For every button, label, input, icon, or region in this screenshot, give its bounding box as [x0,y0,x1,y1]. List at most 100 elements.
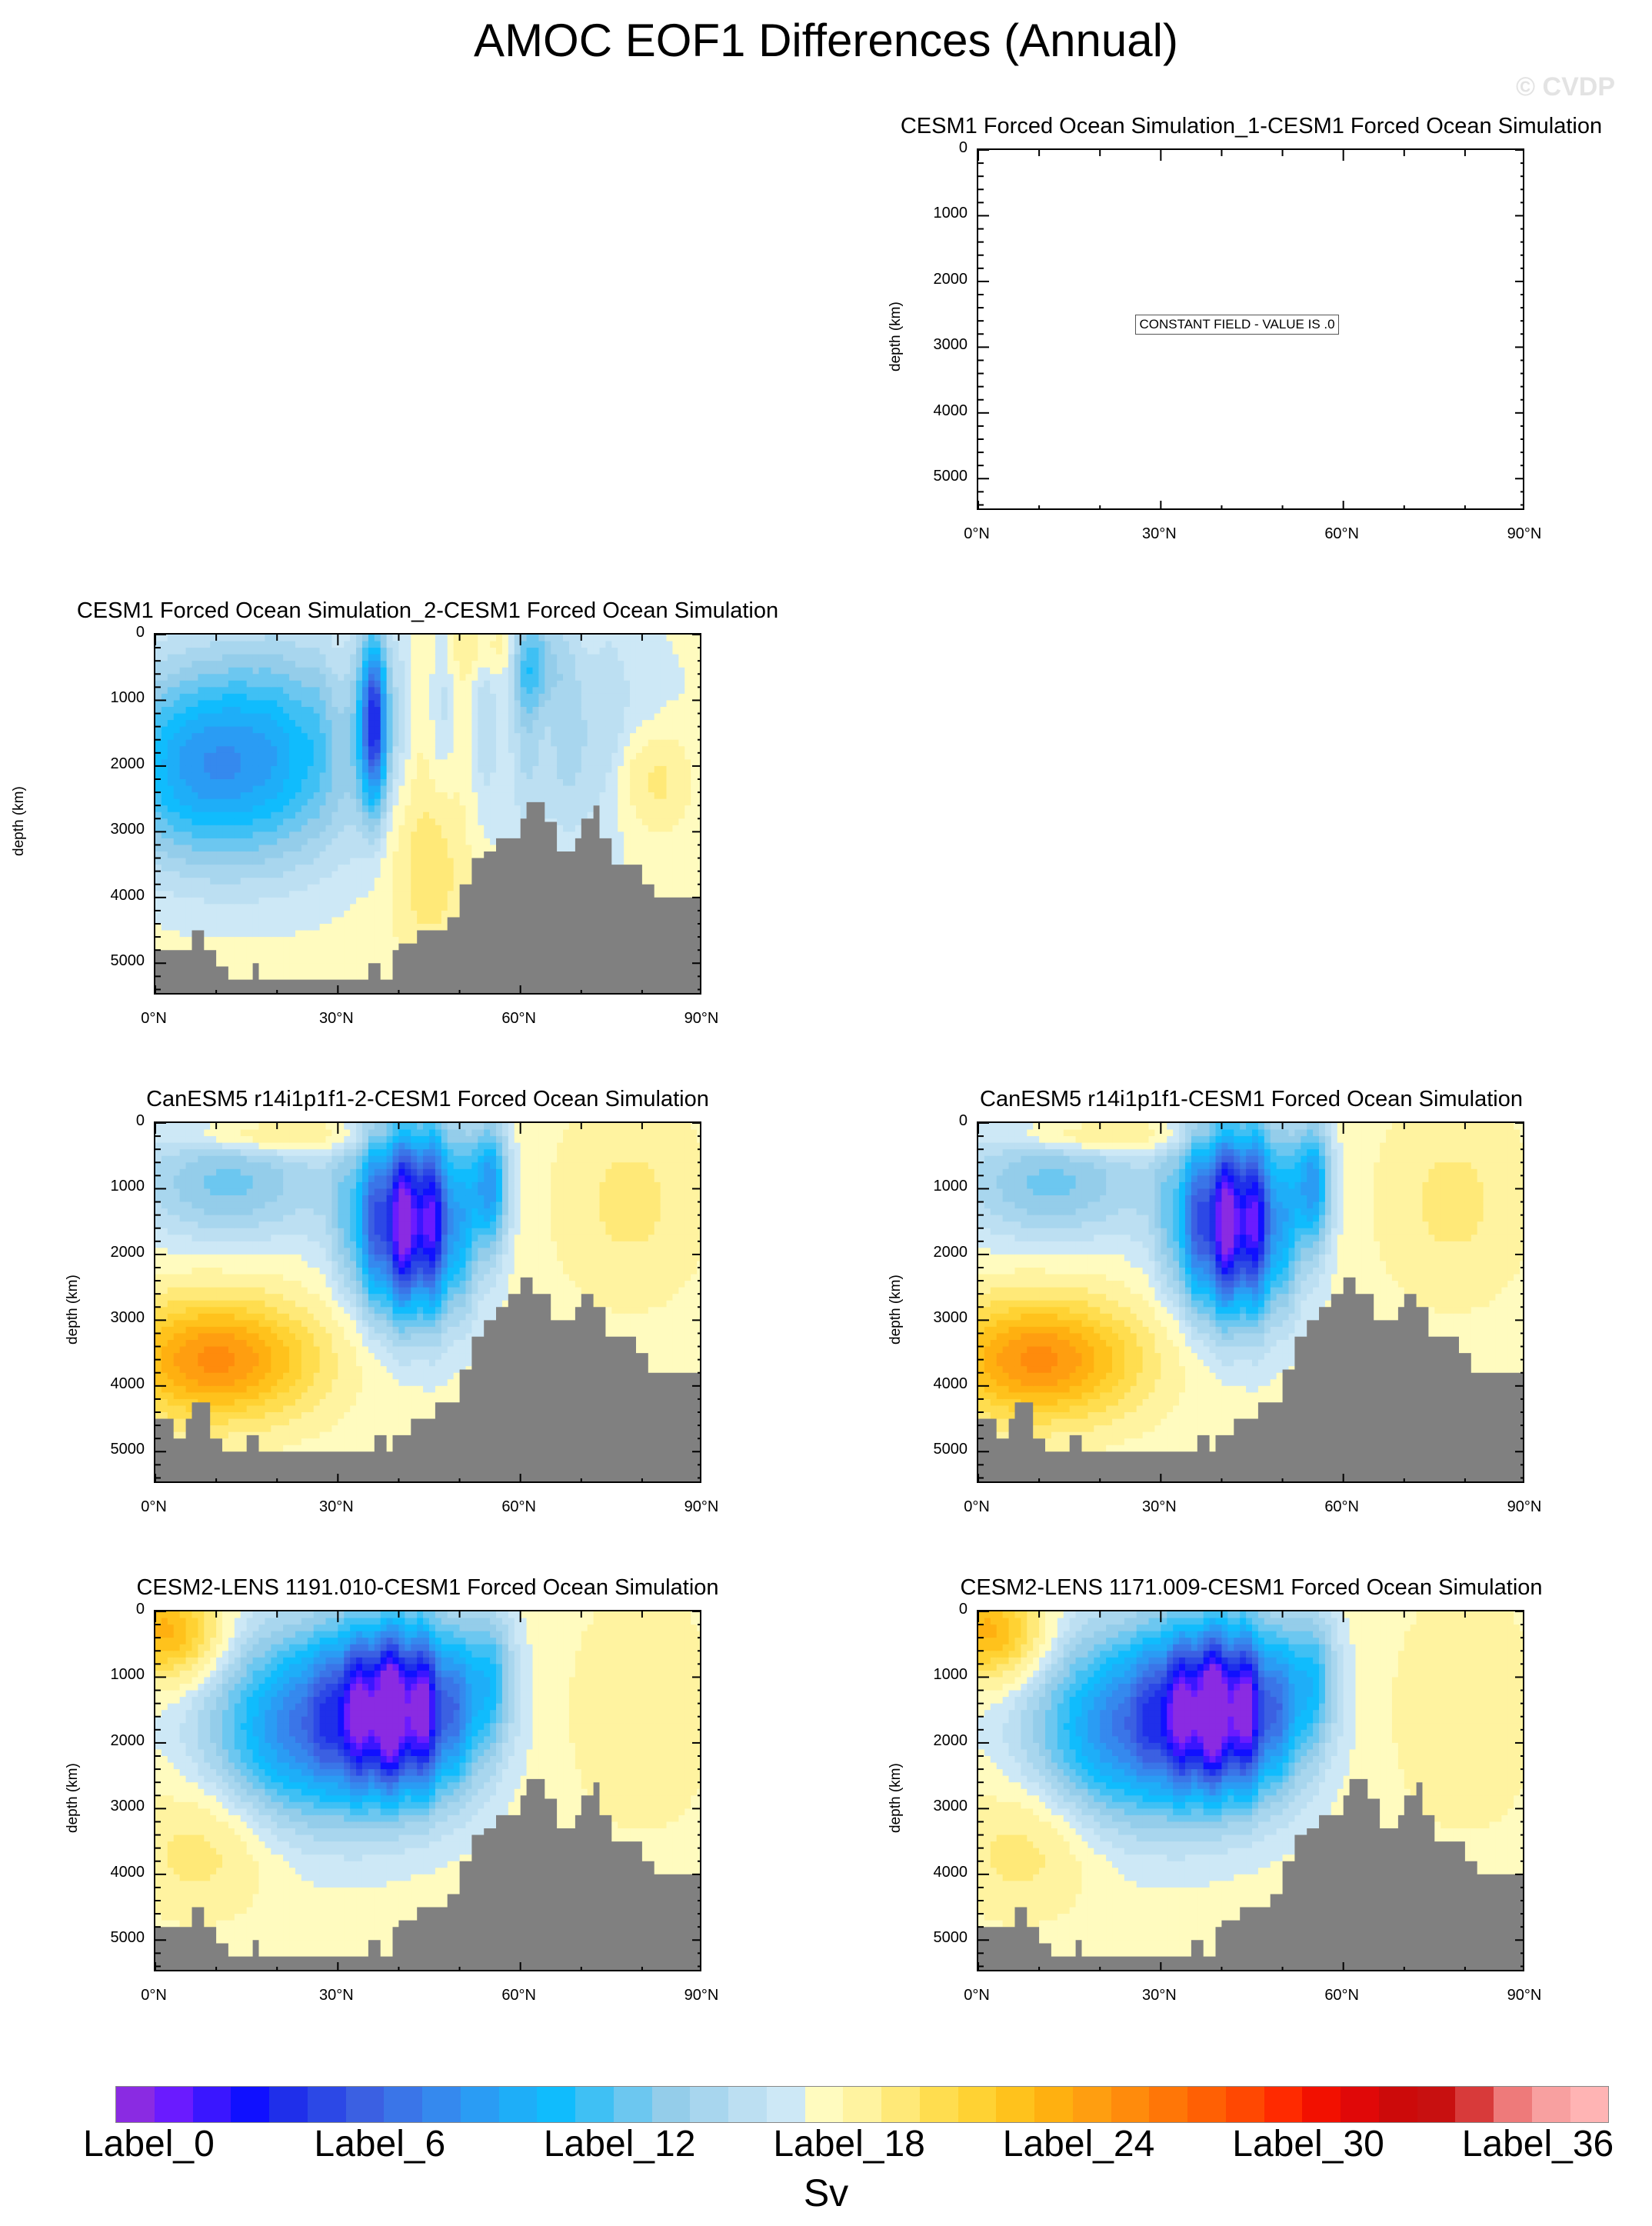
heatmap-cell [222,937,229,945]
heatmap-cell [563,811,570,819]
heatmap-cell [496,700,503,708]
heatmap-cell [386,680,394,688]
heatmap-cell [216,792,223,800]
heatmap-cell [155,746,162,754]
heatmap-cell [599,752,607,760]
heatmap-cell [361,785,369,793]
heatmap-cell [319,765,327,774]
heatmap-cell [240,635,248,642]
heatmap-cell [228,811,235,819]
heatmap-cell [635,700,643,708]
heatmap-cell [599,831,607,839]
heatmap-cell [648,635,655,642]
heatmap-cell [429,759,436,767]
heatmap-cell [361,917,369,925]
heatmap-cell [575,667,582,675]
heatmap-cell [161,930,168,938]
heatmap-cell [307,661,315,668]
heatmap-cell [568,779,576,787]
heatmap-cell [635,851,643,859]
heatmap-cell [459,733,467,741]
heatmap-cell [691,674,698,681]
heatmap-cell [265,904,271,911]
heatmap-cell [392,674,400,681]
heatmap-cell [216,805,223,813]
heatmap-cell [301,950,308,958]
heatmap-cell [380,950,388,958]
heatmap-cell [185,779,193,787]
heatmap-cell [234,937,241,945]
heatmap-cell [551,720,558,728]
heatmap-cell [684,865,691,872]
heatmap-cell [441,851,448,859]
heatmap-cell [386,865,394,872]
heatmap-cell [654,680,661,688]
heatmap-cell [411,707,418,715]
heatmap-cell [216,680,223,688]
heatmap-cell [283,825,290,832]
heatmap-cell [313,765,321,774]
heatmap-cell [532,667,539,675]
heatmap-cell [295,963,302,971]
heatmap-cell [587,759,595,767]
heatmap-cell [216,674,223,681]
heatmap-cell [271,904,278,911]
heatmap-cell [258,904,265,911]
heatmap-cell [167,792,175,800]
heatmap-cell [496,792,503,800]
heatmap-cell [660,661,668,668]
heatmap-cell [319,924,327,931]
heatmap-cell [660,891,668,898]
heatmap-cell [228,917,235,925]
heatmap-cell [641,759,649,767]
heatmap-cell [307,950,315,958]
heatmap-cell [386,759,394,767]
heatmap-cell [198,838,205,846]
heatmap-cell [417,707,424,715]
heatmap-cell [216,924,223,931]
heatmap-cell [325,661,333,668]
heatmap-cell [368,641,375,648]
heatmap-cell [246,713,254,721]
heatmap-cell [228,661,235,668]
heatmap-cell [331,930,338,938]
heatmap-cell [295,635,302,642]
heatmap-cell [599,759,607,767]
heatmap-cell [624,720,631,728]
heatmap-cell [361,891,369,898]
heatmap-cell [216,713,223,721]
heatmap-cell [666,805,674,813]
heatmap-cell [587,752,595,760]
heatmap-cell [557,785,564,793]
heatmap-cell [228,648,235,655]
heatmap-cell [514,779,521,787]
heatmap-cell [283,635,290,642]
heatmap-cell [666,726,674,734]
heatmap-cell [283,641,290,648]
heatmap-cell [635,654,643,661]
heatmap-cell [648,674,655,681]
heatmap-cell [520,772,528,780]
heatmap-cell [338,779,345,787]
heatmap-cell [630,687,637,695]
heatmap-cell [508,661,515,668]
heatmap-cell [611,648,618,655]
heatmap-cell [429,805,436,813]
heatmap-cell [654,805,661,813]
heatmap-cell [368,700,375,708]
heatmap-cell [277,937,284,945]
heatmap-cell [684,674,691,681]
heatmap-cell [350,943,357,951]
heatmap-cell [392,845,400,852]
heatmap-cell [423,878,430,885]
heatmap-cell [478,779,485,787]
heatmap-cell [252,805,260,813]
heatmap-cell [386,798,394,806]
heatmap-cell [568,752,576,760]
heatmap-cell [666,700,674,708]
heatmap-cell [283,891,290,898]
heatmap-cell [386,667,394,675]
heatmap-cell [624,746,631,754]
heatmap-cell [246,897,254,905]
heatmap-cell [411,733,418,741]
